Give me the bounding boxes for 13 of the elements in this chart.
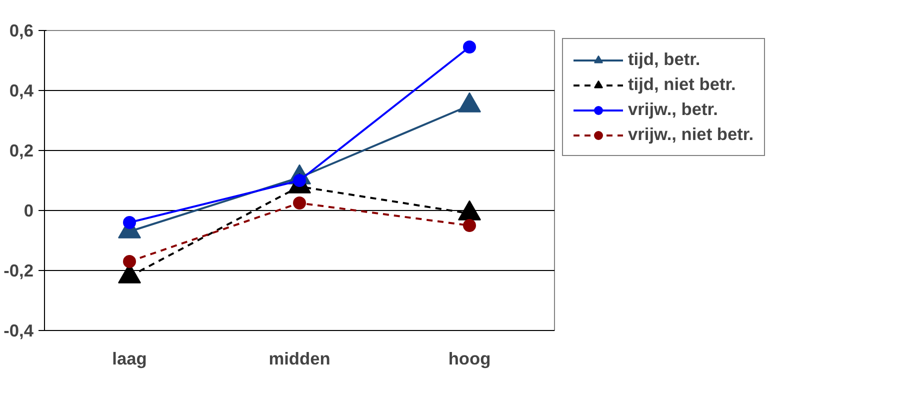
x-tick-label: midden bbox=[268, 348, 330, 368]
y-tick-label: 0,2 bbox=[9, 140, 34, 160]
legend-label: vrijw., betr. bbox=[628, 99, 718, 120]
legend-label: tijd, niet betr. bbox=[628, 74, 736, 95]
x-tick-label: laag bbox=[112, 348, 147, 368]
legend-label: tijd, betr. bbox=[628, 49, 700, 70]
y-tick-label: 0,4 bbox=[9, 80, 34, 100]
y-tick-label: -0,2 bbox=[4, 260, 34, 280]
legend-label: vrijw., niet betr. bbox=[628, 124, 754, 145]
y-tick-label: 0 bbox=[24, 200, 34, 220]
x-tick-label: hoog bbox=[448, 348, 491, 368]
y-tick-label: -0,4 bbox=[4, 320, 34, 340]
y-tick-label: 0,6 bbox=[9, 20, 34, 40]
